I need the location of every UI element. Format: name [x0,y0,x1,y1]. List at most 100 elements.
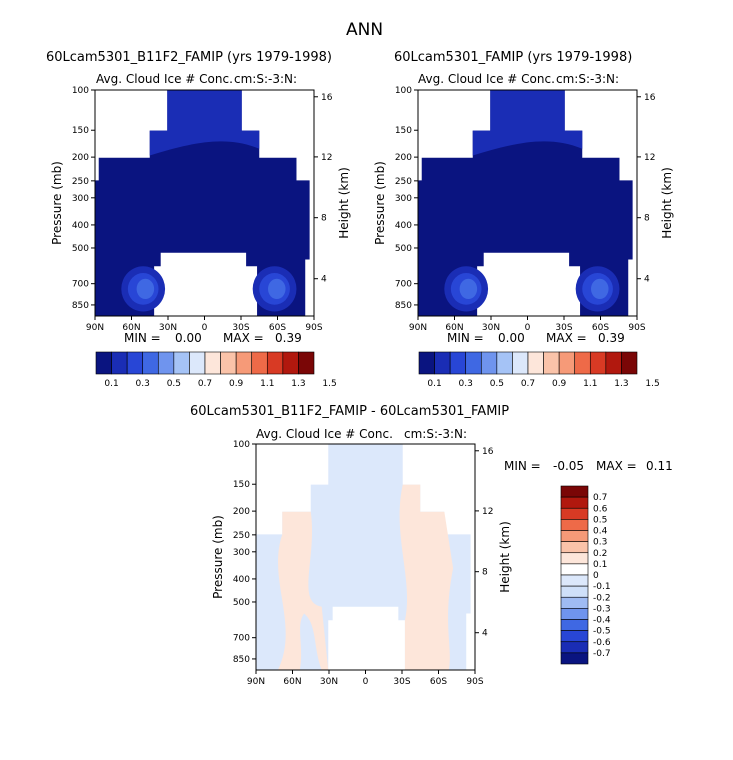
panel1-min-label: MIN = [124,331,161,345]
panel1-subtitle-left: Avg. Cloud Ice # Conc. [96,72,233,86]
ytick-label: 200 [395,153,412,163]
ytick-label: 300 [233,548,250,558]
y2tick-label: 16 [644,93,656,103]
panel-3-chart: 90N 60N 30N 0 30S 60S 90S 100 150 200 250 300 400 500… [211,440,512,687]
legend-swatch [449,351,467,375]
y2tick-label: 8 [321,214,327,224]
legend-swatch [251,351,268,375]
legend-swatch [111,351,128,375]
ytick-label: 400 [395,221,412,231]
xtick-label: 60S [592,323,609,333]
xtick-label: 90S [466,677,483,687]
legend-swatch [480,351,498,375]
legend-swatch [189,351,206,375]
ytick-label: 300 [395,194,412,204]
xtick-label: 30S [232,323,249,333]
legend-label: 1.5 [645,379,659,389]
legend-swatch [605,351,622,375]
legend-swatch [418,351,435,375]
legend-swatch [560,574,589,587]
ytick-label: 250 [72,177,89,187]
y2tick-label: 12 [482,507,493,517]
legend-swatch [560,541,589,554]
xtick-label: 0 [202,323,208,333]
y-axis-label: Pressure (mb) [50,161,64,245]
legend-label: -0.4 [593,616,611,626]
legend-swatch [204,351,221,375]
legend-label: 0.3 [593,538,607,548]
xtick-label: 90S [305,323,322,333]
xtick-label: 30S [555,323,572,333]
legend-swatch [574,351,591,375]
y2-axis-label: Height (km) [660,167,674,238]
y2-axis-label: Height (km) [498,521,512,592]
legend-label: -0.3 [593,604,611,614]
y2tick-label: 16 [321,93,333,103]
y2-axis-label: Height (km) [337,167,351,238]
ytick-label: 100 [72,86,89,96]
legend-label: 0 [593,571,599,581]
ytick-label: 250 [395,177,412,187]
legend-label: -0.7 [593,649,611,659]
legend-label: 0.7 [198,379,212,389]
legend-label: 0.3 [459,379,473,389]
upper-contour [472,90,583,156]
diff-field-positive-1 [277,511,329,670]
y2tick-label: 12 [321,153,332,163]
xtick-label: 60N [445,323,463,333]
upper-contour [149,90,260,156]
legend-swatch [220,351,237,375]
lobe-1-inner [459,278,478,300]
panel1-max-label: MAX = [223,331,264,345]
legend-label: 1.5 [322,379,336,389]
legend-swatch [560,485,589,498]
ytick-label: 200 [233,507,250,517]
legend-label: 0.1 [593,560,607,570]
xtick-label: 30S [393,677,410,687]
panel3-max-value: 0.11 [646,459,673,473]
legend-swatch [560,507,589,520]
ytick-label: 100 [233,440,250,450]
legend-swatch [298,351,315,375]
legend-swatch [282,351,299,375]
legend-label: 0.7 [521,379,535,389]
legend-swatch [126,351,144,375]
legend-swatch [560,608,589,620]
legend-swatch [560,563,589,576]
panel3-min-value: -0.05 [553,459,585,473]
xtick-label: 90N [86,323,104,333]
panel3-subtitle-right: cm:S:-3:N: [404,427,468,441]
legend-label: 0.7 [593,493,607,503]
legend-label: 0.6 [593,504,608,514]
ytick-label: 300 [72,194,89,204]
ytick-label: 700 [395,280,412,290]
xtick-label: 60N [283,677,301,687]
legend-swatch [512,351,529,375]
ytick-label: 850 [233,655,250,665]
legend-swatch [560,630,589,643]
xtick-label: 60N [122,323,140,333]
panel1-subtitle-right: cm:S:-3:N: [234,72,298,86]
legend-label: 0.1 [427,379,441,389]
xtick-label: 0 [363,677,369,687]
legend-label: -0.2 [593,593,611,603]
ytick-label: 150 [395,126,412,136]
ytick-label: 100 [395,86,412,96]
xtick-label: 90N [409,323,427,333]
legend-label: 0.5 [490,379,504,389]
legend-swatch [95,351,112,375]
panel2-min-value: 0.00 [498,331,525,345]
legend-swatch [560,585,589,598]
panel2-max-value: 0.39 [598,331,625,345]
xtick-label: 30N [320,677,338,687]
legend-label: -0.6 [593,638,611,648]
panel-2-chart: 90N 60N 30N 0 30S 60S 90S 100 150 200 250 300 400 500… [373,86,674,333]
legend-swatch [560,530,589,542]
panel-3-legend: 0.70.60.50.40.30.20.10-0.1-0.2-0.3-0.4-0… [560,485,611,665]
y2tick-label: 8 [644,214,650,224]
legend-swatch [527,351,544,375]
diff-field-neg-patch [299,613,322,670]
ytick-label: 850 [395,301,412,311]
legend-swatch [558,351,576,375]
